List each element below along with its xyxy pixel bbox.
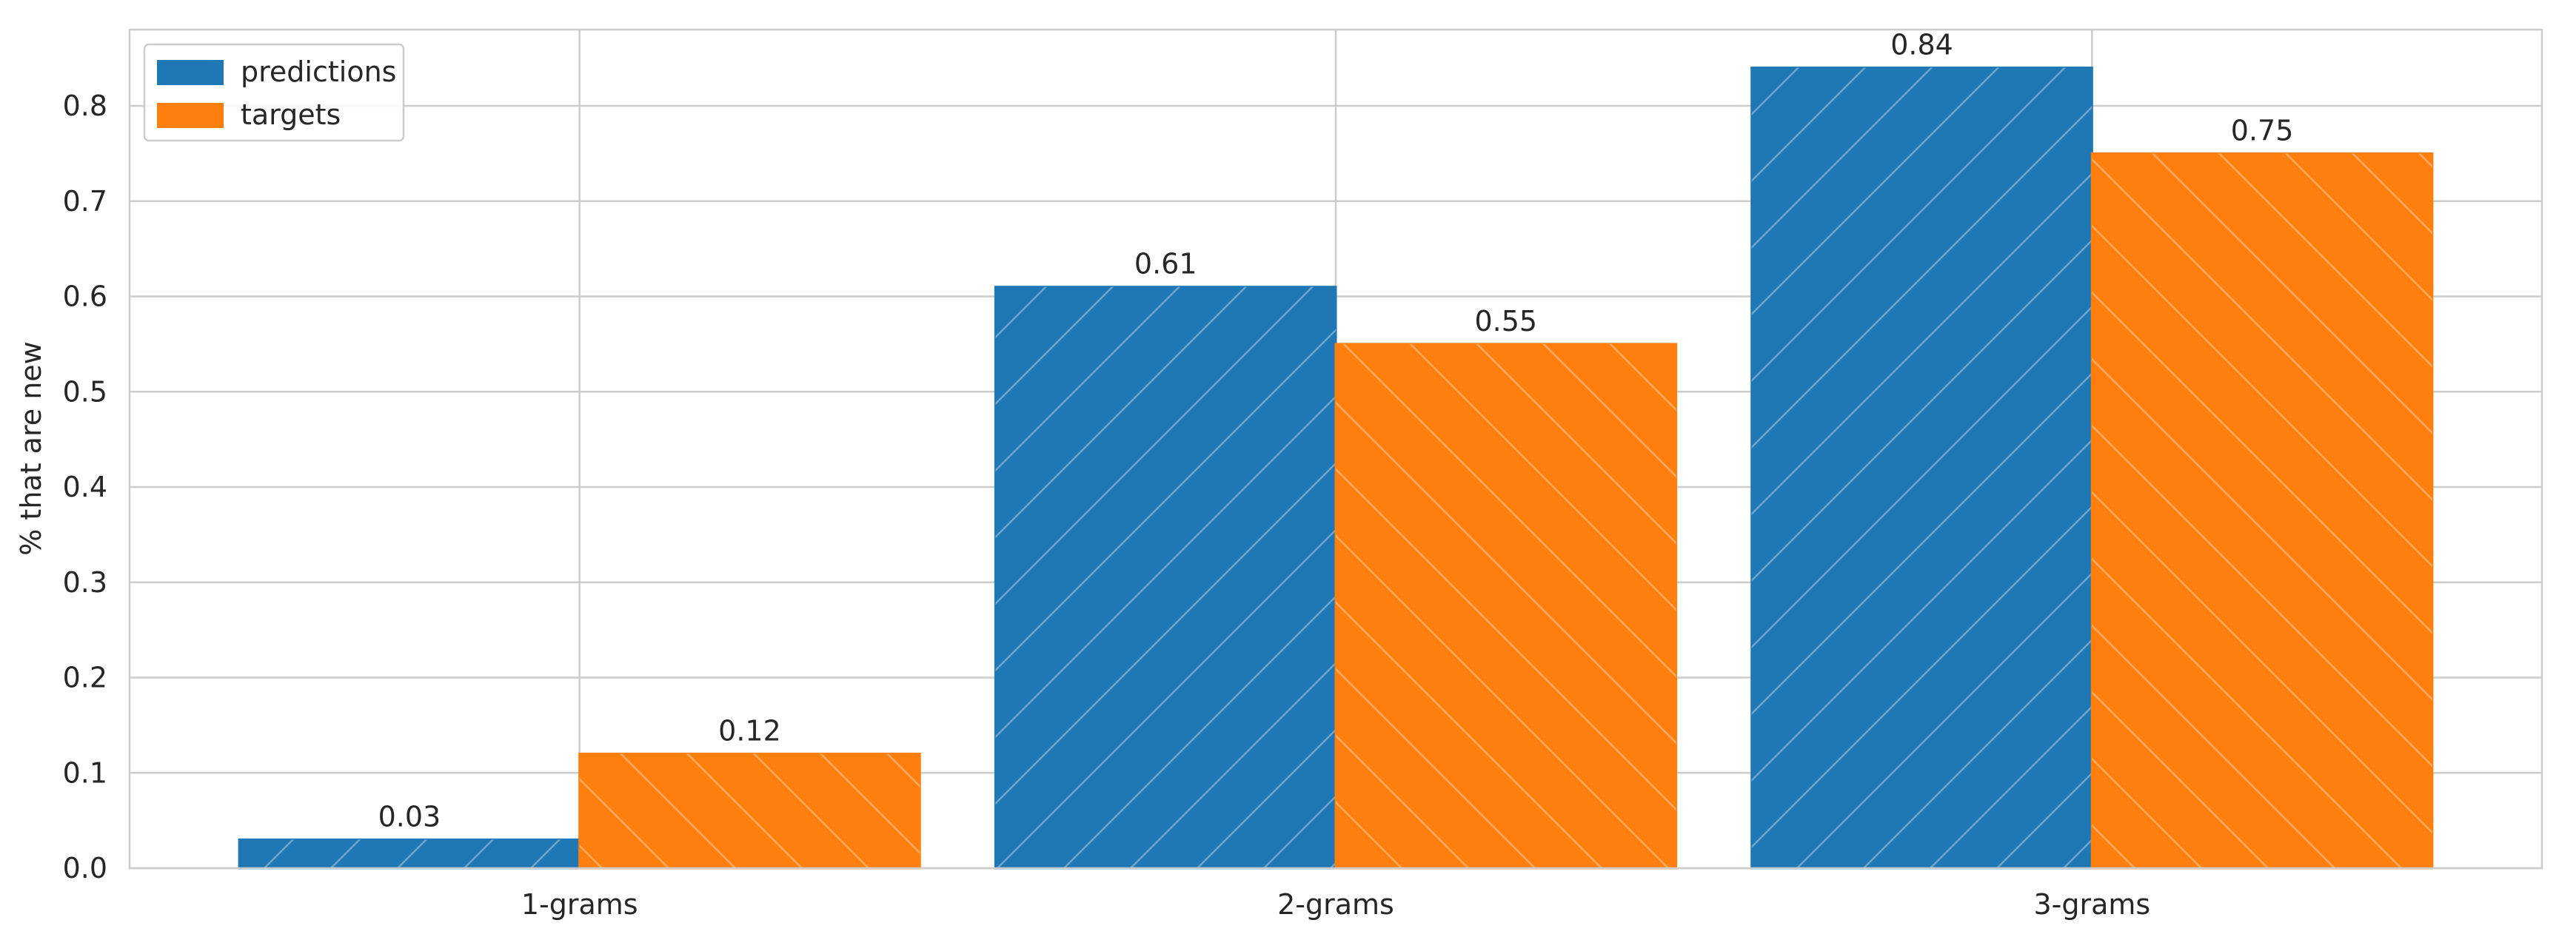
data-label: 0.61: [1134, 248, 1197, 281]
legend-label-predictions: predictions: [241, 56, 396, 88]
bar-hatch: [579, 753, 920, 868]
bars: [238, 67, 2434, 870]
y-axis-label: % that are new: [15, 341, 47, 556]
data-label: 0.12: [718, 715, 781, 748]
bar-hatch: [995, 286, 1336, 868]
y-tick-label: 0.3: [63, 566, 107, 599]
y-tick-label: 0.8: [63, 90, 107, 122]
legend: predictions targets: [143, 43, 405, 142]
data-label: 0.55: [1474, 305, 1537, 337]
data-label: 0.84: [1890, 29, 1953, 61]
tick-labels: 0.0 0.1 0.2 0.3 0.4 0.5 0.6 0.7 0.8 1-grams 2-gram…: [63, 90, 2151, 921]
bar-hatch: [1336, 343, 1676, 868]
labels: 0.03 0.61 0.84 0.12 0.55 0.75: [378, 29, 2294, 833]
data-label: 0.03: [378, 800, 441, 833]
legend-label-targets: targets: [241, 98, 341, 131]
data-label: 0.75: [2231, 114, 2294, 147]
legend-swatch-predictions: [157, 60, 224, 85]
y-tick-label: 0.0: [63, 852, 107, 884]
bar-hatch: [2092, 153, 2432, 868]
y-tick-label: 0.5: [63, 375, 107, 408]
bar-hatch: [239, 839, 580, 868]
y-tick-label: 0.4: [63, 471, 107, 503]
x-tick-label: 2-grams: [1277, 888, 1394, 921]
x-tick-label: 1-grams: [521, 888, 638, 921]
y-tick-label: 0.2: [63, 662, 107, 694]
y-tick-label: 0.7: [63, 185, 107, 218]
y-tick-label: 0.1: [63, 756, 107, 789]
x-tick-label: 3-grams: [2033, 888, 2150, 921]
y-tick-label: 0.6: [63, 281, 107, 313]
legend-swatch-targets: [157, 103, 224, 128]
plot-frame: [128, 28, 2543, 870]
bar-hatch: [1751, 67, 2092, 868]
